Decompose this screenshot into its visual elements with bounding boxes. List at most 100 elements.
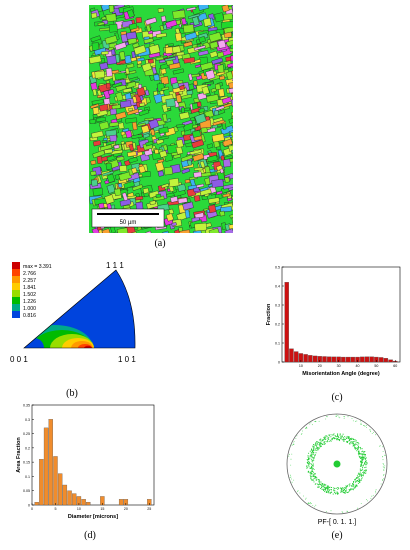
pole-point [364,457,367,459]
grain [92,150,106,159]
pole-point [351,441,354,443]
grain [192,153,205,162]
pole-point [346,492,349,494]
pole-point [352,483,354,485]
bar [72,493,77,506]
bar [308,355,313,363]
grain [218,88,225,97]
grain [92,140,102,147]
pole-point [382,451,384,452]
pole-point [328,491,330,493]
pole-point [361,454,363,456]
grain [143,37,154,44]
pole-point [349,442,351,444]
pole-point [293,444,295,445]
pole-point [314,421,316,422]
grain [89,119,96,124]
pole-point [310,471,312,473]
pole-point [320,484,323,487]
grain [176,51,185,56]
pole-point [312,453,314,455]
pole-point [352,485,354,487]
grain [141,62,153,72]
pole-point [366,427,367,428]
pole-point [317,444,319,446]
x-axis-label: Misorientation Angle (degree) [302,371,380,377]
grain [104,194,115,205]
grain [231,141,233,147]
pole-point [364,451,366,453]
grain [160,63,169,70]
pole-point [363,469,365,471]
pole-point [321,486,323,488]
grain [214,12,225,23]
grain [175,94,182,103]
pole-point [311,478,313,481]
grain [106,82,111,89]
pole-point [344,438,346,441]
pole-point [344,487,346,489]
grain [148,190,160,199]
pole-point [324,486,326,488]
y-tick-label: 0.25 [23,432,30,436]
pole-point [348,436,350,438]
x-tick-label: 25 [147,507,151,511]
bar [118,499,124,506]
pole-point [360,448,362,450]
pole-point [341,511,343,513]
grain [224,176,230,183]
pole-point [353,444,355,446]
pole-point [291,478,292,480]
y-tick-label: 0.2 [275,323,280,327]
pole-point [358,472,360,474]
grain [193,195,201,202]
grain [124,55,132,64]
pole-point [322,443,324,445]
pole-point [310,458,312,460]
grain [114,71,128,81]
ipf-corner-right: 1 0 1 [118,355,136,364]
caption-b: (b) [66,388,78,399]
pole-point [319,480,321,482]
grain [101,228,112,233]
pole-point [343,440,345,442]
pole-point [362,472,364,474]
pole-point [373,432,374,433]
pole-point [364,455,366,457]
grain [210,87,217,93]
pole-point [311,470,313,472]
pole-point [356,420,358,422]
grain [204,109,214,119]
grain [128,107,133,112]
bar [383,358,389,363]
grain [111,104,121,110]
grain [228,223,233,230]
pole-point [321,440,323,442]
legend-swatch [12,262,20,269]
pole-point [346,510,348,512]
grain [119,51,126,61]
x-tick-label: 50 [374,364,378,368]
grain [97,94,103,98]
bar [57,473,63,506]
pole-point [319,482,321,484]
grain [176,124,185,128]
pole-point [346,484,348,486]
pole-point [307,459,309,461]
pole-point [333,438,336,440]
pole-point [338,416,340,418]
pole-point [335,414,337,416]
pole-point [324,488,327,490]
pole-point [328,489,330,491]
pole-point [310,454,312,456]
pole-point [290,474,291,476]
pole-point [337,439,339,441]
grain [217,39,227,49]
y-axis-label: Area Fraction [16,437,22,473]
pole-point [355,441,357,443]
pole-point [358,478,360,480]
pole-point [358,443,360,445]
pole-point [325,441,327,443]
grain [140,124,150,134]
pole-point [327,485,329,487]
